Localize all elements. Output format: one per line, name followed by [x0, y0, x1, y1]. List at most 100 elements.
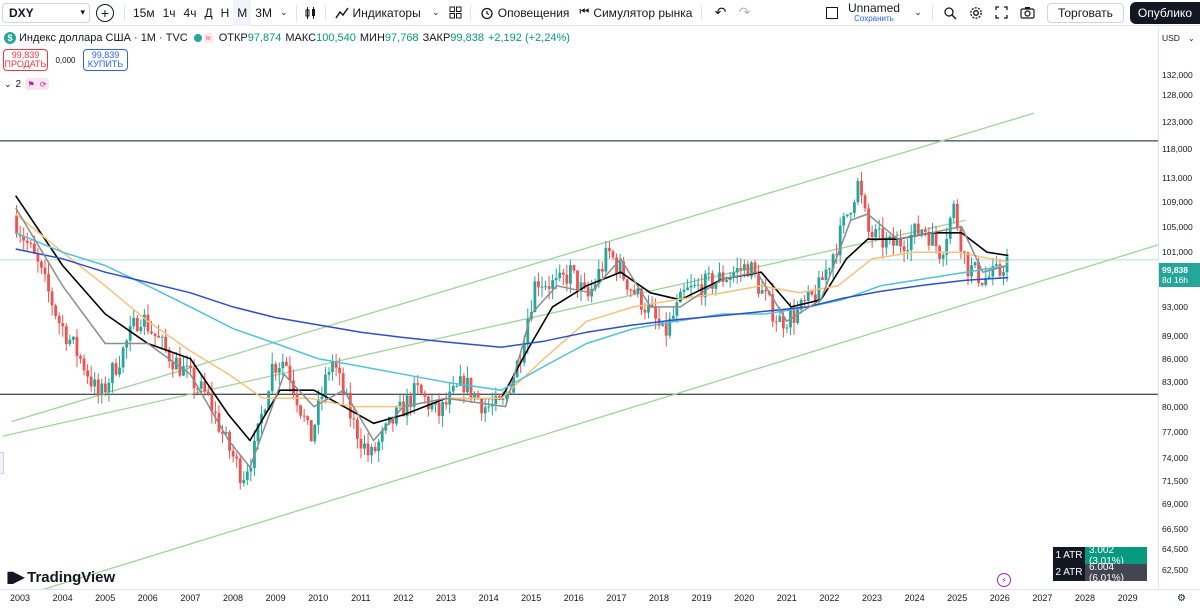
candle-body [920, 230, 924, 234]
candle-body [916, 223, 920, 234]
currency-label: USD [1162, 33, 1180, 43]
fullscreen-icon[interactable] [992, 3, 1012, 23]
collapse-chevron-icon[interactable]: ⌄ [4, 78, 12, 89]
indicators-button[interactable]: Индикаторы [330, 0, 426, 26]
tradingview-logo[interactable]: ▮▶ TradingView [6, 567, 115, 587]
timeframe-3month[interactable]: 3М [255, 5, 272, 20]
buy-button[interactable]: 99,839 КУПИТЬ [83, 49, 128, 71]
timeframe-more-icon[interactable]: ⌄ [279, 7, 288, 17]
axis-settings-icon[interactable]: ⚙ [1177, 593, 1186, 604]
timeframe-day[interactable]: Д [204, 5, 213, 20]
candle-body [721, 272, 725, 282]
candle-body [210, 393, 214, 412]
candle-body [380, 430, 384, 442]
candle-body [245, 471, 249, 480]
settings-gear-icon[interactable] [966, 3, 986, 23]
candle-body [316, 399, 320, 425]
candle-body [533, 281, 537, 313]
candle-body [139, 326, 143, 332]
currency-dropdown-icon: ⌄ [1187, 33, 1195, 43]
y-tick-label: 109,000 [1162, 196, 1193, 207]
sell-button[interactable]: 99,839 ПРОДАТЬ [3, 49, 48, 71]
candle-body [199, 381, 203, 389]
time-axis[interactable] [0, 589, 1200, 608]
indicators-row[interactable]: ⌄ 2 ⚑ ⟳ [4, 78, 50, 90]
symbol-logo: $ [4, 32, 16, 44]
currency-selector[interactable]: USD ⌄ [1162, 33, 1195, 43]
candle-body [693, 284, 697, 286]
legend-title[interactable]: Индекс доллара США · 1М · TVC [19, 32, 188, 44]
divider [295, 4, 297, 21]
candle-body [781, 316, 785, 329]
layout-dropdown-icon[interactable]: ⌄ [914, 7, 922, 17]
candle-body [547, 286, 551, 289]
price-axis[interactable] [1158, 27, 1200, 589]
trade-buttons: 99,839 ПРОДАТЬ 0,000 99,839 КУПИТЬ [3, 49, 128, 71]
layout-icon[interactable] [825, 6, 838, 19]
trade-button[interactable]: Торговать [1046, 2, 1124, 23]
x-tick-label: 2029 [1117, 593, 1138, 603]
candle-body [473, 393, 476, 398]
candle-body [625, 279, 629, 290]
x-tick-label: 2025 [947, 593, 968, 603]
candle-body [785, 327, 789, 329]
candle-body [639, 288, 643, 310]
timeframe-1h[interactable]: 1ч [162, 5, 176, 20]
candle-body [632, 289, 636, 294]
layout-name-button[interactable]: Unnamed Сохранить [840, 2, 908, 23]
candle-body [572, 265, 576, 271]
indicator-count: 2 [15, 78, 22, 90]
x-tick-label: 2017 [606, 593, 627, 603]
candle-body [501, 398, 505, 400]
candle-body [977, 262, 981, 283]
candle-body [231, 450, 235, 457]
x-tick-label: 2026 [989, 593, 1010, 603]
replay-button[interactable]: ⏮ Симулятор рынка [574, 0, 697, 26]
candle-body [860, 180, 863, 196]
candle-body [764, 290, 768, 292]
y-tick-label: 118,000 [1162, 144, 1193, 155]
candle-body [608, 247, 611, 252]
candle-body [423, 392, 427, 397]
candle-type-icon[interactable] [301, 3, 321, 23]
candle-body [931, 232, 934, 246]
candle-body [796, 309, 799, 323]
candle-body [973, 262, 977, 266]
candle-body [373, 446, 377, 452]
x-tick-label: 2006 [137, 593, 158, 603]
candle-body [842, 216, 846, 226]
candle-body [654, 307, 657, 319]
candle-body [835, 254, 839, 256]
left-panel-handle[interactable] [0, 452, 4, 474]
indicator-templates-icon[interactable]: ⌄ [431, 7, 440, 17]
undo-icon[interactable]: ↶ [714, 4, 727, 20]
x-tick-label: 2028 [1074, 593, 1096, 603]
candle-body [327, 372, 331, 375]
x-tick-label: 2021 [776, 593, 797, 603]
price-chart[interactable] [0, 27, 1158, 589]
candle-body [288, 365, 292, 381]
timeframe-15m[interactable]: 15м [133, 5, 155, 20]
publish-button[interactable]: Опублико [1129, 1, 1200, 24]
symbol-search[interactable]: DXY ▾ [2, 2, 90, 23]
compare-add-icon[interactable]: + [96, 3, 114, 22]
indicator-toggle[interactable]: ⚑ ⟳ [25, 78, 50, 90]
candle-body [263, 409, 267, 414]
timeframe-month[interactable]: М [233, 0, 252, 26]
timeframe-4h[interactable]: 4ч [183, 5, 197, 20]
candle-body [182, 366, 185, 376]
timeframe-week[interactable]: Н [220, 5, 230, 20]
layout-grid-icon[interactable] [446, 3, 466, 23]
candle-body [235, 456, 239, 459]
quick-search-icon[interactable] [940, 3, 960, 23]
redo-icon[interactable]: ↷ [738, 4, 751, 20]
lightning-icon[interactable]: ⚡ [997, 573, 1011, 587]
symbol-dropdown-icon: ▾ [80, 7, 85, 17]
camera-icon[interactable] [1018, 3, 1038, 23]
alerts-label: Оповещения [497, 5, 570, 20]
alerts-button[interactable]: Оповещения [475, 0, 575, 26]
candle-body [615, 257, 618, 274]
chart-pane[interactable] [0, 27, 1158, 589]
candle-body [618, 261, 622, 274]
y-tick-label: 64,500 [1162, 544, 1188, 555]
